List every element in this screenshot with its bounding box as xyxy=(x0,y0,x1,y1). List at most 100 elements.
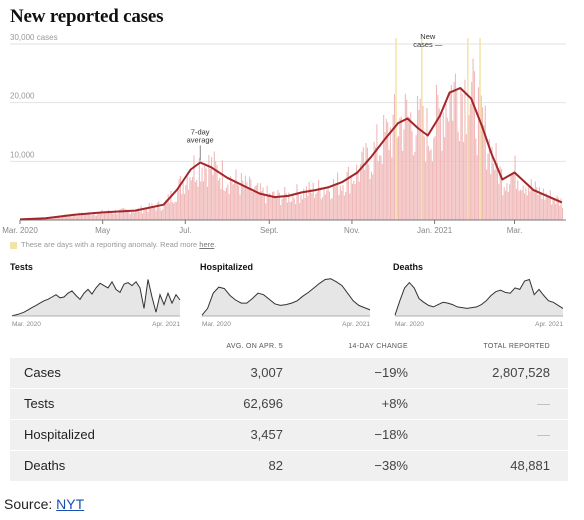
anomaly-note-link[interactable]: here xyxy=(199,240,215,249)
daily-bar xyxy=(255,185,257,220)
daily-bar xyxy=(139,211,141,220)
daily-bar xyxy=(152,206,154,220)
daily-bar xyxy=(202,181,205,220)
daily-bar xyxy=(280,205,282,220)
daily-bar xyxy=(47,218,49,220)
x-tick-label: Sept. xyxy=(260,226,279,235)
sparkline-area xyxy=(395,279,563,316)
daily-bar xyxy=(502,195,504,220)
daily-bar xyxy=(484,105,486,220)
daily-bar xyxy=(286,202,289,220)
daily-bar xyxy=(471,81,473,220)
daily-bar xyxy=(254,186,256,220)
daily-bar xyxy=(422,105,424,220)
daily-bar xyxy=(89,212,91,220)
daily-bar xyxy=(53,217,55,220)
daily-bar xyxy=(75,215,77,220)
daily-bar xyxy=(141,213,144,220)
daily-bar xyxy=(221,160,223,220)
daily-bar xyxy=(319,187,321,220)
anomaly-note-end: . xyxy=(214,240,217,249)
daily-bar xyxy=(492,163,494,220)
daily-bar xyxy=(556,195,558,220)
daily-bar xyxy=(230,175,232,220)
daily-bar xyxy=(213,151,215,220)
daily-bar xyxy=(540,193,542,220)
daily-bar xyxy=(407,116,409,220)
daily-bar xyxy=(270,198,272,220)
daily-bar xyxy=(530,179,532,220)
daily-bar xyxy=(411,131,413,220)
source-link[interactable]: NYT xyxy=(56,496,85,512)
daily-bar xyxy=(438,108,440,220)
daily-bar xyxy=(452,120,454,220)
daily-bar xyxy=(250,179,252,220)
row-total: 2,807,528 xyxy=(492,365,550,380)
daily-bar xyxy=(72,213,74,220)
daily-bar xyxy=(129,214,131,220)
daily-bar xyxy=(102,213,104,220)
daily-bar xyxy=(396,137,398,220)
daily-bar xyxy=(305,186,307,220)
daily-bar xyxy=(285,193,287,220)
sparkline-start-label: Mar. 2020 xyxy=(395,321,424,328)
daily-bar xyxy=(549,190,551,220)
daily-bar xyxy=(314,197,316,220)
daily-bar xyxy=(228,194,230,220)
daily-bar xyxy=(148,203,150,220)
daily-bar xyxy=(544,199,546,220)
daily-bar xyxy=(307,195,309,220)
daily-bar xyxy=(402,150,404,220)
daily-bar xyxy=(274,197,276,220)
daily-bar xyxy=(114,210,116,220)
anomaly-swatch xyxy=(10,241,17,249)
daily-bar xyxy=(248,176,251,220)
daily-bar xyxy=(326,190,328,220)
daily-bar xyxy=(232,184,234,220)
daily-bar xyxy=(472,58,474,220)
daily-bar xyxy=(181,193,183,220)
daily-bar xyxy=(284,186,286,220)
daily-bar xyxy=(328,191,331,220)
daily-bar xyxy=(265,203,267,220)
daily-bar xyxy=(389,127,391,220)
daily-bar xyxy=(561,207,564,220)
daily-bar xyxy=(135,211,137,220)
row-total: — xyxy=(537,427,550,442)
daily-bar xyxy=(514,155,516,220)
daily-bar xyxy=(104,212,106,220)
daily-bar xyxy=(128,210,130,220)
daily-bar xyxy=(521,190,523,220)
daily-bar xyxy=(101,209,103,220)
daily-bar xyxy=(350,175,352,220)
daily-bar xyxy=(399,118,401,220)
daily-bar xyxy=(503,187,505,220)
daily-bar xyxy=(423,136,425,220)
daily-bar xyxy=(559,205,561,220)
daily-bar xyxy=(175,202,177,220)
daily-bar xyxy=(295,204,297,220)
daily-bar xyxy=(370,171,373,220)
daily-bar xyxy=(56,217,58,220)
daily-bar xyxy=(52,218,54,220)
daily-bar xyxy=(79,215,81,220)
daily-bar xyxy=(85,213,87,220)
daily-bar xyxy=(178,178,180,220)
daily-bar xyxy=(200,181,202,220)
hospitalized-sparkline: Mar. 2020 Apr. 2021 xyxy=(201,278,370,328)
daily-bar xyxy=(334,186,336,220)
daily-bar xyxy=(258,191,260,220)
daily-bar xyxy=(538,187,541,220)
daily-bar xyxy=(518,190,520,220)
daily-bar xyxy=(369,179,371,220)
daily-bar xyxy=(144,207,146,220)
daily-bar xyxy=(82,214,84,220)
daily-bar xyxy=(347,166,349,220)
daily-bar xyxy=(234,179,236,220)
daily-bar xyxy=(261,191,263,220)
hospitalized-panel-title: Hospitalized xyxy=(200,262,254,272)
daily-bar xyxy=(209,168,211,220)
daily-bar xyxy=(454,73,457,221)
daily-bar xyxy=(159,208,161,220)
daily-bar xyxy=(189,177,191,220)
